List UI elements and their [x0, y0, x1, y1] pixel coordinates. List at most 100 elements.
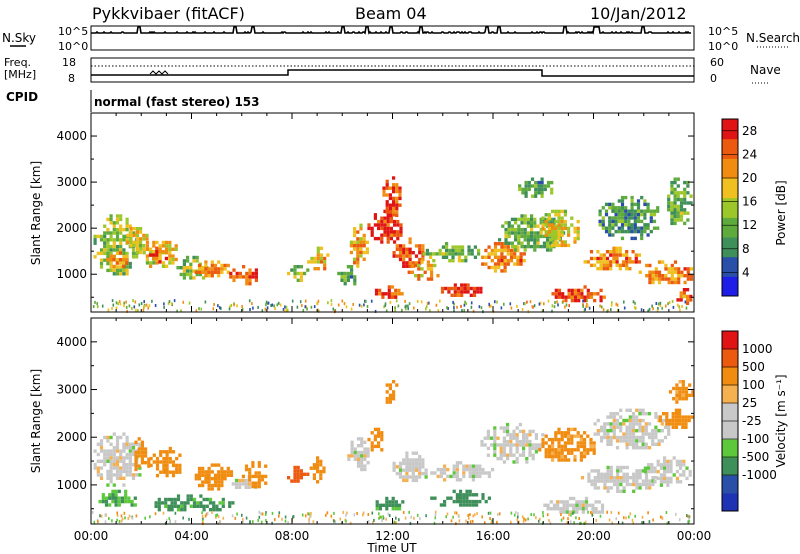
colorbar-swatch: [722, 119, 738, 140]
power-patch: [481, 242, 526, 273]
velocity-patch: [309, 456, 326, 484]
colorbar-swatch: [722, 256, 738, 277]
power-patch: [667, 177, 693, 226]
beam-title: Beam 04: [355, 4, 427, 23]
y-tick-label: 1000: [56, 267, 87, 281]
power-patch: [229, 265, 258, 286]
power-patch: [337, 265, 357, 286]
cpid-text: normal (fast stereo) 153: [94, 95, 260, 109]
cpid-panel: CPID normal (fast stereo) 153: [6, 90, 260, 112]
power-patch: [148, 246, 168, 264]
velocity-patch: [658, 408, 694, 429]
power-patch: [367, 209, 403, 244]
colorbar-tick-label: -500: [742, 450, 769, 464]
x-tick-label: 16:00: [476, 529, 511, 543]
power-panel-frame: [90, 112, 695, 313]
nave-label: Nave: [750, 63, 781, 77]
nave-tick-top: 60: [710, 56, 724, 69]
noise-tick-right-bottom: 10^0: [708, 40, 738, 53]
freq-label-line2: [MHz]: [4, 68, 36, 81]
velocity-panel: 00:00 04:00 08:00 12:00 16:00 20:00 00:00 1000 2…: [29, 317, 788, 554]
power-patch: [541, 209, 580, 248]
colorbar-swatch: [722, 367, 738, 386]
velocity-ylabel: Slant Range [km]: [29, 369, 43, 473]
colorbar-tick-label: 4: [742, 265, 750, 279]
y-tick-label: 3000: [56, 383, 87, 397]
velocity-colorbar-label: Velocity [m s⁻¹]: [774, 374, 788, 467]
colorbar-tick-label: -100: [742, 432, 769, 446]
y-tick-label: 3000: [56, 175, 87, 189]
velocity-patch: [154, 494, 235, 512]
freq-panel-frame: [90, 57, 695, 83]
colorbar-swatch: [722, 158, 738, 179]
velocity-patch: [98, 489, 137, 507]
velocity-patch: [538, 427, 596, 462]
colorbar-swatch: [722, 421, 738, 440]
colorbar-tick-label: -25: [742, 414, 762, 428]
colorbar-swatch: [722, 349, 738, 368]
y-tick-label: 2000: [56, 430, 87, 444]
date-title: 10/Jan/2012: [590, 4, 687, 23]
nsearch-label: N.Search: [746, 31, 800, 45]
velocity-patch: [347, 437, 370, 472]
colorbar-swatch: [722, 331, 738, 350]
freq-tick-bottom: 8: [68, 72, 75, 85]
noise-tick-right-top: 10^5: [708, 25, 738, 38]
noise-panel-frame: [90, 25, 695, 51]
colorbar-swatch: [722, 385, 738, 404]
velocity-patch: [668, 380, 695, 404]
velocity-patch: [287, 465, 310, 483]
freq-tick-top: 18: [62, 56, 76, 69]
power-patch: [194, 260, 230, 278]
nsky-label: N.Sky: [2, 31, 36, 45]
velocity-patch: [580, 465, 658, 493]
velocity-patch: [194, 463, 234, 491]
power-patch: [382, 176, 402, 218]
y-tick-label: 2000: [56, 221, 87, 235]
colorbar-tick-label: 28: [742, 124, 757, 138]
freq-wiggle: [149, 70, 169, 75]
colorbar-tick-label: -1000: [742, 468, 777, 482]
colorbar-swatch: [722, 197, 738, 218]
power-colorbar: 4 8 12 16 20 24 28: [721, 118, 757, 297]
x-tick-label: 12:00: [375, 529, 410, 543]
y-tick-label: 4000: [56, 335, 87, 349]
colorbar-tick-label: 500: [742, 360, 765, 374]
power-patch: [551, 285, 606, 303]
power-data: [92, 176, 694, 314]
velocity-patch: [241, 461, 268, 489]
colorbar-tick-label: 12: [742, 218, 757, 232]
velocity-patch: [430, 489, 491, 507]
freq-panel: Freq. [MHz] 18 8 60 0 Nave: [4, 56, 781, 85]
x-tick-label: 00:00: [74, 529, 109, 543]
colorbar-swatch: [722, 457, 738, 476]
colorbar-tick-label: 24: [742, 147, 757, 161]
power-patch: [126, 227, 149, 255]
velocity-patch: [367, 427, 384, 452]
colorbar-swatch: [722, 439, 738, 458]
power-patch: [287, 265, 310, 282]
velocity-patch: [385, 380, 399, 404]
power-patch: [440, 283, 483, 297]
power-axes: 1000 2000 3000 4000: [56, 113, 695, 312]
colorbar-tick-label: 100: [742, 378, 765, 392]
power-patch: [583, 246, 642, 271]
power-patch: [374, 285, 404, 299]
y-tick-label: 4000: [56, 129, 87, 143]
cpid-label: CPID: [6, 90, 38, 104]
power-patch: [638, 260, 694, 285]
power-patch: [106, 251, 129, 269]
power-patch-speckle: [92, 299, 688, 314]
power-patch: [307, 246, 330, 271]
power-patch: [349, 223, 369, 268]
velocity-patch: [392, 451, 428, 483]
colorbar-swatch: [722, 178, 738, 199]
colorbar-swatch: [722, 493, 738, 512]
colorbar-tick-label: 20: [742, 171, 757, 185]
noise-tick-left-bottom: 10^0: [58, 40, 88, 53]
velocity-patch: [480, 422, 545, 464]
velocity-patch: [134, 437, 151, 472]
power-patch: [518, 177, 554, 198]
x-tick-label: 04:00: [174, 529, 209, 543]
